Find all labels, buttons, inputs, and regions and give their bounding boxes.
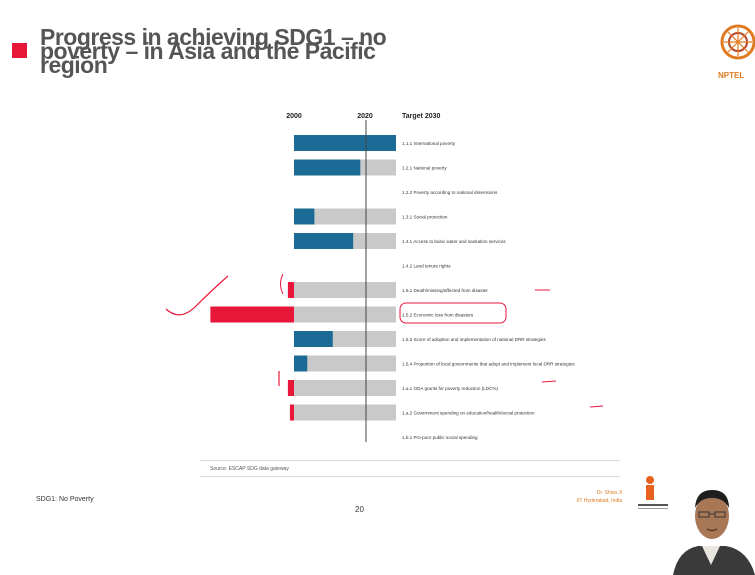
source-divider-bottom [200,476,620,477]
indicator-label-11: 1.a.2 Government spending on education/h… [402,411,535,416]
presenter-name: Dr. Shiva Ji [596,490,622,496]
slide-title: Progress in achieving SDG1 – no poverty … [40,24,387,78]
track-bar-9 [294,355,396,372]
indicator-label-1: 1.2.1 National poverty [402,166,447,171]
circle-highlight-annotation [399,302,507,324]
checkmark-annotation [165,275,229,316]
progress-bar-1 [294,159,361,176]
dash-annotation-2 [541,380,557,383]
regress-bar-7 [210,306,294,323]
iit-hyderabad-logo [638,476,676,509]
indicator-label-4: 1.4.1 Access to basic water and sanitati… [402,239,506,244]
column-header-0: 2000 [286,113,302,120]
indicator-label-7: 1.5.2 Economic loss from disasters [402,313,474,318]
indicator-label-2: 1.2.2 Poverty according to national dime… [402,190,498,195]
indicator-label-8: 1.5.3 Score of adoption and implementati… [402,337,546,342]
track-bar-7 [294,306,396,323]
track-bar-6 [294,282,396,298]
progress-bar-3 [294,208,315,225]
column-header-2: Target 2030 [402,113,440,120]
indicator-label-10: 1.a.1 ODA grants for poverty reduction (… [402,386,498,391]
regress-bar-10 [287,380,294,396]
regress-bar-11 [289,404,294,421]
progress-bar-0 [294,135,396,151]
indicator-label-5: 1.4.2 Land tenure rights [402,264,451,269]
title-bullet [12,43,27,58]
progress-bar-9 [294,355,308,372]
chart-source: Source: ESCAP SDG data gateway [210,466,289,472]
track-bar-3 [294,208,396,225]
indicator-label-6: 1.5.1 Death/missing/affected from disast… [402,288,488,293]
presenter-affiliation: IIT Hyderabad, India [576,498,622,504]
nptel-logo [720,24,755,60]
progress-bar-4 [294,233,354,249]
indicator-label-9: 1.5.4 Proportion of local governments th… [402,362,575,367]
presenter-video [668,480,755,575]
footer-course-label: SDG1: No Poverty [36,496,94,503]
bracket-annotation [280,273,284,295]
regress-bar-6 [287,282,294,298]
track-bar-10 [294,380,396,396]
presenter-info: Dr. Shiva Ji IIT Hyderabad, India [556,489,622,505]
indicator-label-0: 1.1.1 International poverty [402,141,456,146]
column-header-1: 2020 [357,113,373,120]
indicator-label-12: 1.b.1 Pro-poor public social spending [402,435,478,440]
track-bar-11 [294,404,396,421]
source-divider-top [200,460,620,461]
progress-bar-8 [294,331,333,347]
page-number: 20 [355,505,364,514]
dash-annotation-3 [589,405,604,408]
indicator-label-3: 1.3.1 Social protection [402,215,448,220]
nptel-logo-text: NPTEL [718,71,745,80]
